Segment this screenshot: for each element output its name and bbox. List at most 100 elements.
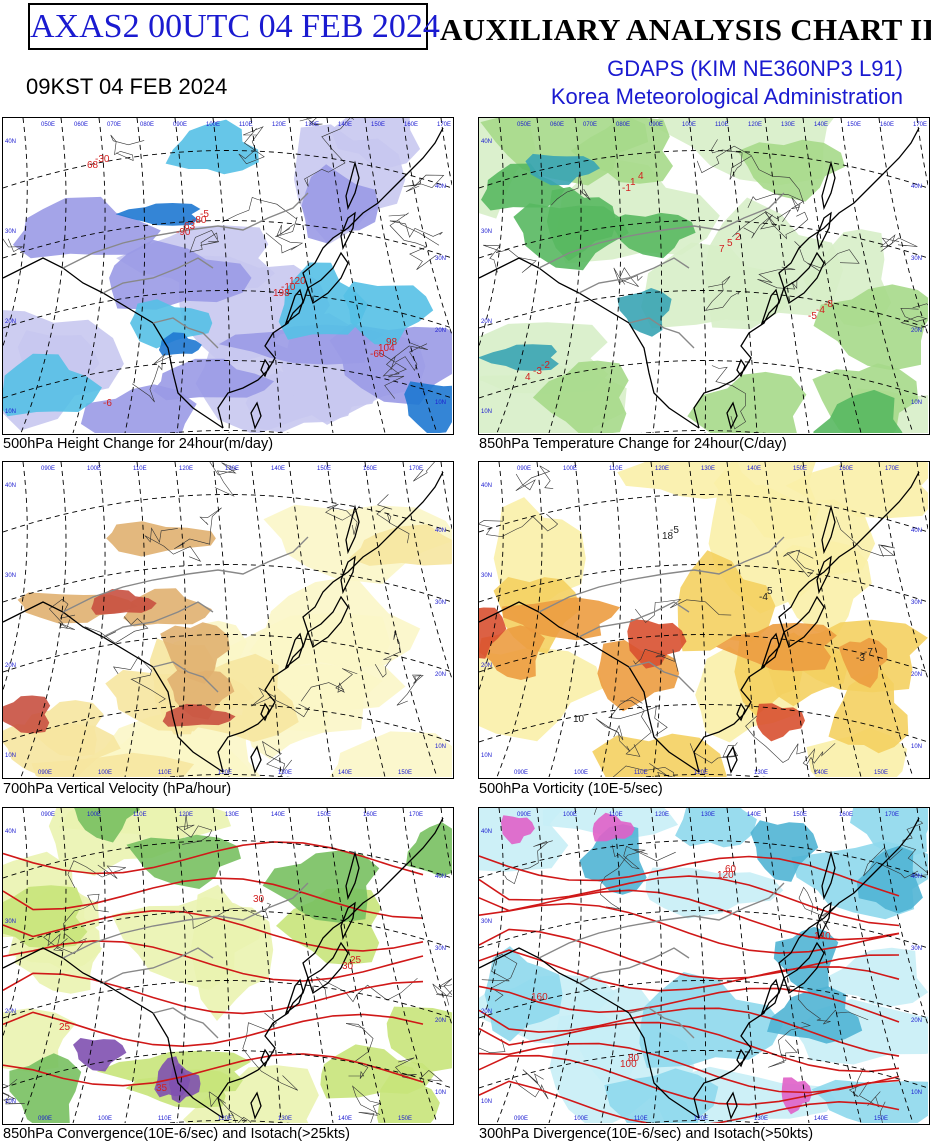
isotach-lines [479, 855, 900, 1123]
left-latitude-label: 40N [5, 139, 16, 145]
shade-level-4 [73, 1038, 127, 1072]
top-longitude-label: 140E [747, 466, 761, 472]
contour-value-label: 68 [87, 160, 99, 171]
shade-level-1 [617, 462, 757, 499]
right-latitude-label: 10N [435, 1090, 446, 1096]
top-longitude-label: 150E [847, 122, 861, 128]
contour-line [783, 549, 815, 578]
shaded-field [479, 118, 928, 433]
coastline [693, 862, 885, 1119]
coastline [340, 555, 356, 595]
top-longitude-label: 170E [885, 466, 899, 472]
contour-value-label: 18 [662, 531, 674, 542]
panel-300hpa-divergence-isotach: 090E 100E 110E 120E 130E 140E 150E 160E 170E 40N 3… [478, 807, 930, 1125]
shade-level-2 [675, 808, 757, 848]
meridian-line [402, 462, 452, 681]
contour-value-label: 25 [59, 1022, 71, 1033]
left-latitude-label: 40N [5, 829, 16, 835]
latlon-grid [479, 808, 928, 1123]
shade-level-4 [162, 703, 236, 727]
right-latitude-label: 40N [435, 528, 446, 534]
top-longitude-label: 090E [517, 812, 531, 818]
shade-level-4 [781, 1077, 812, 1115]
shade-level-1 [645, 867, 784, 919]
top-longitude-label: 120E [179, 812, 193, 818]
coastline [816, 555, 832, 595]
top-longitude-label: 100E [87, 466, 101, 472]
parallel-line [479, 1050, 928, 1089]
contour-line [612, 763, 675, 777]
top-longitude-label: 080E [140, 122, 154, 128]
contour-line [261, 740, 293, 777]
map-850hpa-convergence-isotach: 090E 100E 110E 120E 130E 140E 150E 160E 170E 40N 3… [3, 808, 452, 1123]
isotach-line [3, 1053, 424, 1087]
right-latitude-label: 10N [435, 400, 446, 406]
coastline [726, 1091, 738, 1120]
contour-line [802, 743, 836, 773]
contour-value-label: 25 [350, 955, 362, 966]
country-border [152, 661, 219, 693]
shade-level-3 [343, 281, 434, 345]
coastlines [479, 127, 920, 430]
top-longitude-label: 170E [885, 812, 899, 818]
contour-value-label: -5 [670, 525, 679, 536]
shade-level-2 [218, 324, 385, 365]
shade-level-2 [813, 284, 928, 371]
contour-line [63, 893, 109, 944]
bottom-longitude-label: 120E [218, 1116, 232, 1122]
contour-value-label: -1 [622, 183, 631, 194]
contour-value-label: -4 [816, 305, 825, 316]
right-latitude-label: 40N [911, 184, 922, 190]
isotach-line [479, 1021, 900, 1073]
left-latitude-label: 10N [481, 409, 492, 415]
isotach-line [479, 1007, 900, 1057]
coastline [260, 358, 270, 378]
coastline [307, 941, 349, 995]
top-longitude-label: 170E [437, 122, 451, 128]
contour-line [112, 656, 166, 704]
right-latitude-label: 20N [435, 672, 446, 678]
country-border [578, 947, 690, 984]
contour-line [251, 687, 310, 718]
shade-level-4 [525, 153, 601, 186]
country-borders [62, 536, 309, 693]
bottom-longitude-label: 100E [574, 1116, 588, 1122]
panel-500hpa-vorticity: 090E 100E 110E 120E 130E 140E 150E 160E 170E 40N 3… [478, 461, 930, 779]
shaded-field [3, 504, 452, 777]
bottom-longitude-label: 140E [814, 770, 828, 776]
parallel-line [479, 704, 928, 743]
map-500hpa-height-change: 050E 060E 070E 080E 090E 100E 110E 120E 130E 140E… [3, 118, 452, 433]
caption-500hpa-vorticity: 500hPa Vorticity (10E-5/sec) [479, 781, 663, 797]
parallel-line [3, 494, 452, 533]
bottom-longitude-label: 110E [158, 770, 172, 776]
contour-value-label: 30 [342, 961, 354, 972]
contour-line [3, 1078, 25, 1105]
top-longitude-label: 120E [179, 466, 193, 472]
contour-value-label: 63 [184, 221, 196, 232]
contour-line [633, 648, 679, 672]
left-latitude-label: 10N [5, 409, 16, 415]
contour-value-label: 104 [378, 343, 395, 354]
shade-level-1 [249, 575, 421, 669]
top-longitude-label: 120E [655, 812, 669, 818]
top-longitude-label: 100E [563, 812, 577, 818]
top-longitude-label: 090E [41, 812, 55, 818]
coastline [760, 288, 780, 325]
contour-line [228, 1112, 252, 1123]
contour-line [900, 303, 928, 329]
top-longitude-label: 090E [517, 466, 531, 472]
contour-line [189, 230, 220, 253]
top-longitude-label: 140E [814, 122, 828, 128]
contour-line [620, 700, 652, 757]
bottom-longitude-label: 110E [634, 770, 648, 776]
contour-line [208, 1091, 247, 1123]
coastline [736, 702, 746, 722]
contour-line [396, 674, 424, 706]
contour-line [238, 126, 265, 165]
top-longitude-label: 100E [563, 466, 577, 472]
country-border [628, 661, 695, 693]
coastline [883, 127, 920, 174]
contour-line [710, 139, 752, 180]
parallel-line [479, 360, 928, 399]
contour-line [879, 1101, 886, 1123]
